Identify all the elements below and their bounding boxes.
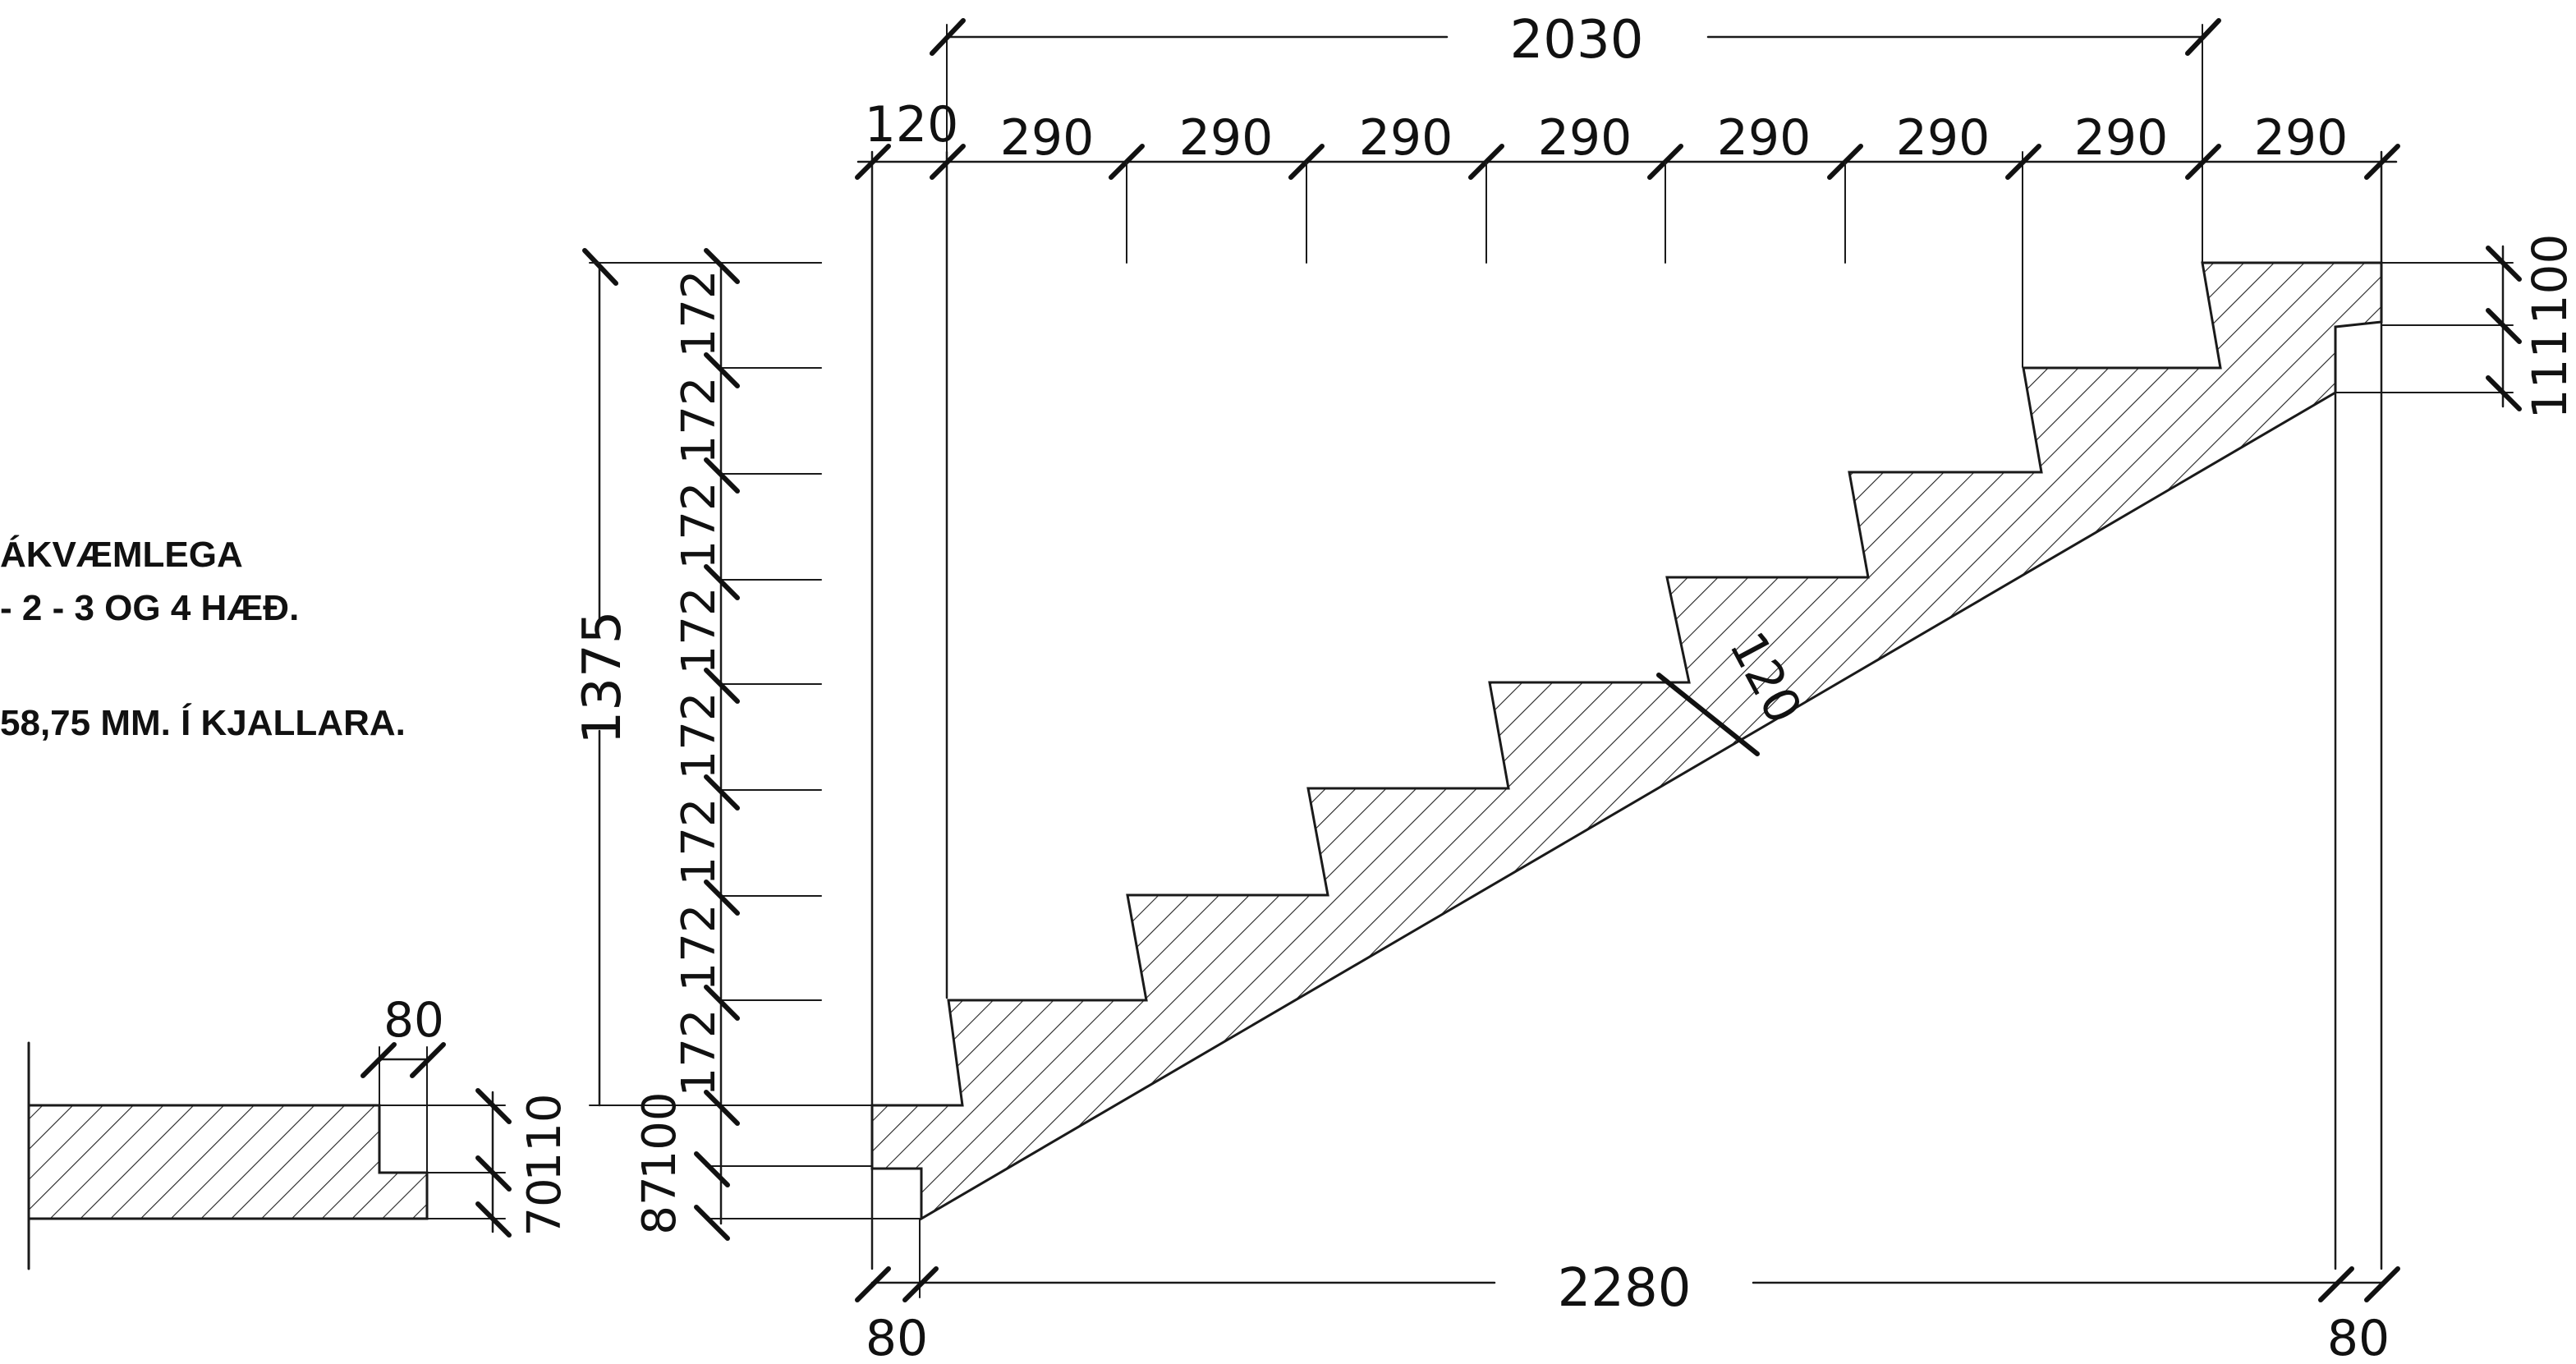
dim-riser-3: 172 [673,482,726,570]
dim-riser-1: 172 [673,270,726,358]
floor-slab [27,1104,429,1220]
note-line-3: 58,75 MM. Í KJALLARA. [0,702,406,743]
stair-body [870,261,2383,1221]
right-landing-dimensions [2335,245,2522,411]
note-line-1: ÁKVÆMLEGA [0,534,243,575]
dim-riser-5: 172 [673,692,726,780]
dim-tread-3: 290 [1359,109,1453,167]
dim-right-landing-bottom: 111 [2522,328,2576,420]
dim-tread-6: 290 [1896,109,1991,167]
dim-left-offset-top: 120 [865,96,959,154]
dim-total-rise: 1375 [572,611,633,745]
dim-tread-8: 290 [2254,109,2349,167]
dim-tread-5: 290 [1717,109,1811,167]
dim-riser-4: 172 [673,587,726,675]
dim-floor-wall: 80 [383,992,444,1048]
dim-right-landing-top: 100 [2522,234,2576,325]
walls [870,150,2383,1270]
dim-riser-6: 172 [673,798,726,886]
dim-wall-left: 80 [866,1310,928,1364]
rise-dimension-chain [582,248,921,1241]
dim-riser-2: 172 [673,377,726,465]
top-dimension-chain [855,18,2400,264]
dim-riser-8: 172 [673,1009,726,1097]
dim-floor-b: 70 [518,1178,572,1236]
dim-wall-right: 80 [2327,1310,2390,1364]
dim-tread-7: 290 [2074,109,2169,167]
bottom-dimension-chain [855,1218,2400,1302]
floor-slab-dimensions [360,1042,512,1238]
dim-left-landing-b: 87 [633,1176,686,1234]
note-line-2: - 2 - 3 OG 4 HÆÐ. [0,588,299,628]
dim-tread-4: 290 [1538,109,1632,167]
slab-thickness-line [1656,673,1760,756]
dim-tread-1: 290 [1000,109,1095,167]
dim-overall-top: 2030 [1510,10,1644,71]
dim-left-landing-a: 100 [633,1092,686,1180]
dim-overall-bottom: 2280 [1558,1258,1692,1319]
dim-riser-7: 172 [673,904,726,992]
dim-floor-a: 110 [518,1094,572,1182]
dim-tread-2: 290 [1179,109,1274,167]
